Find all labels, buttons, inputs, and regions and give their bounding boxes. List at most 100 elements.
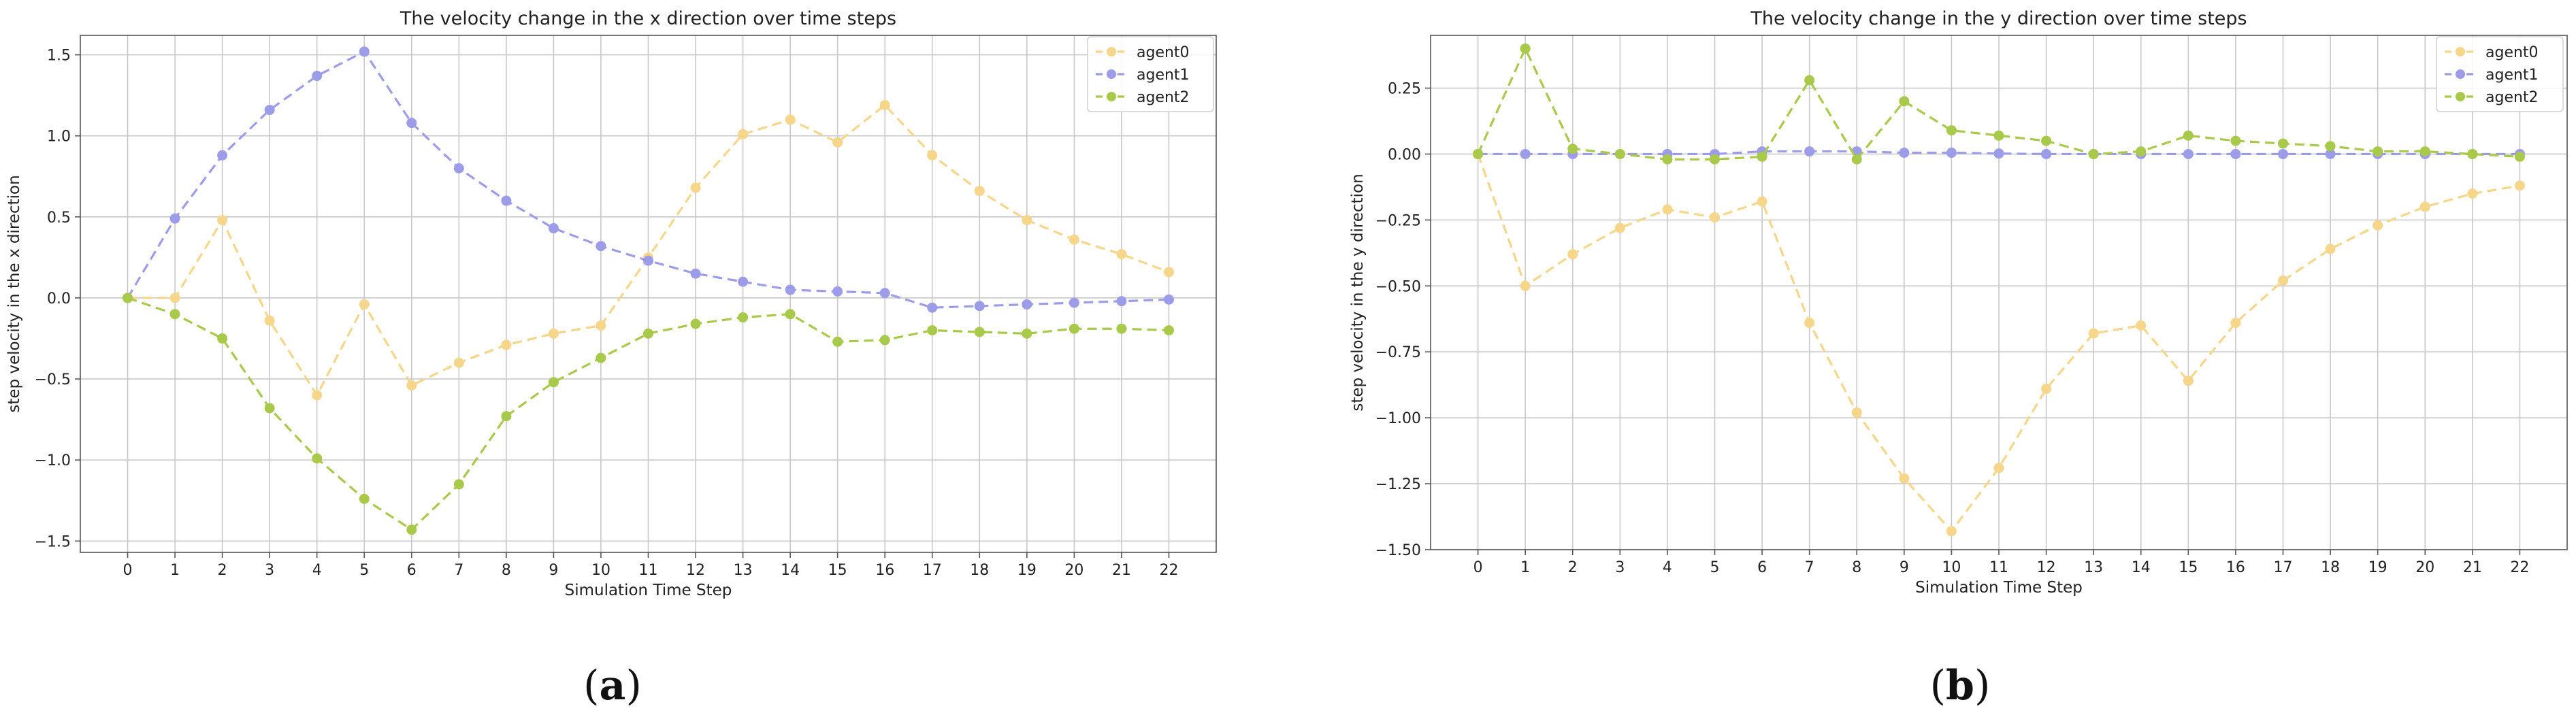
legend-box bbox=[1087, 36, 1214, 112]
y-tick-label: 0.25 bbox=[1388, 81, 1421, 98]
x-tick-label: 13 bbox=[734, 562, 753, 579]
data-point bbox=[501, 195, 512, 206]
data-point bbox=[359, 493, 370, 504]
data-point bbox=[359, 299, 370, 310]
y-tick-label: −0.75 bbox=[1375, 344, 1421, 361]
data-point bbox=[1116, 323, 1127, 334]
data-point bbox=[2514, 180, 2525, 191]
data-point bbox=[406, 524, 417, 535]
data-point bbox=[2419, 201, 2430, 212]
x-tick-label: 11 bbox=[639, 562, 658, 579]
x-tick-label: 16 bbox=[2226, 559, 2245, 576]
x-tick-label: 8 bbox=[502, 562, 511, 579]
data-point bbox=[2136, 320, 2147, 331]
chart-a: 0 1 2 3 4 5 6 7 8 9 10 11 12 13 14 15 16 17 18 19 20 21 22−1.5… bbox=[5, 8, 1217, 599]
data-point bbox=[1614, 222, 1625, 233]
data-point bbox=[974, 186, 985, 197]
legend-swatch-marker bbox=[2456, 47, 2465, 56]
data-point bbox=[1662, 204, 1673, 215]
data-point bbox=[2325, 141, 2336, 152]
data-point bbox=[217, 150, 228, 161]
data-point bbox=[1993, 463, 2004, 473]
legend-box bbox=[2436, 36, 2564, 112]
data-point bbox=[1662, 154, 1673, 165]
x-tick-label: 15 bbox=[2179, 559, 2198, 576]
legend: agent0 agent1 agent2 bbox=[1087, 36, 1214, 112]
y-tick-label: −0.5 bbox=[35, 371, 71, 388]
data-point bbox=[548, 328, 559, 339]
data-point bbox=[2514, 151, 2525, 162]
data-point bbox=[596, 320, 606, 331]
data-point bbox=[643, 328, 653, 339]
x-tick-label: 20 bbox=[1064, 562, 1083, 579]
data-point bbox=[2088, 328, 2099, 339]
data-point bbox=[927, 302, 938, 313]
data-point bbox=[690, 318, 701, 329]
data-point bbox=[264, 315, 275, 326]
x-tick-label: 5 bbox=[359, 562, 369, 579]
y-tick-label: −0.50 bbox=[1375, 278, 1421, 295]
series-line bbox=[1478, 150, 2520, 156]
data-point bbox=[785, 114, 796, 125]
y-axis-label: step velocity in the x direction bbox=[5, 175, 23, 412]
x-tick-label: 2 bbox=[1568, 559, 1578, 576]
x-tick-label: 9 bbox=[549, 562, 558, 579]
data-point bbox=[1757, 196, 1767, 207]
data-point bbox=[312, 453, 323, 464]
data-point bbox=[1804, 318, 1815, 329]
x-tick-label: 22 bbox=[2510, 559, 2529, 576]
x-tick-label: 4 bbox=[1663, 559, 1672, 576]
data-point bbox=[2183, 130, 2194, 141]
x-tick-label: 3 bbox=[1615, 559, 1625, 576]
data-point bbox=[2230, 135, 2241, 146]
data-point bbox=[2136, 146, 2147, 157]
data-point bbox=[1473, 148, 1484, 159]
x-tick-label: 10 bbox=[1942, 559, 1961, 576]
data-point bbox=[2373, 220, 2383, 231]
y-tick-label: −1.00 bbox=[1375, 410, 1421, 427]
x-axis-label: Simulation Time Step bbox=[565, 582, 732, 599]
data-point bbox=[1993, 148, 2004, 159]
data-point bbox=[927, 150, 938, 161]
data-point bbox=[501, 339, 512, 350]
legend-swatch-marker bbox=[1107, 69, 1116, 79]
data-point bbox=[2183, 376, 2194, 386]
x-tick-label: 14 bbox=[781, 562, 800, 579]
x-tick-label: 14 bbox=[2132, 559, 2151, 576]
data-point bbox=[1116, 249, 1127, 260]
y-tick-label: 0.0 bbox=[47, 290, 71, 307]
x-tick-label: 12 bbox=[2037, 559, 2056, 576]
x-tick-label: 1 bbox=[170, 562, 180, 579]
legend-swatch-marker bbox=[1107, 47, 1116, 56]
data-point bbox=[1567, 249, 1578, 260]
y-tick-label: −1.50 bbox=[1375, 542, 1421, 559]
data-point bbox=[2278, 148, 2288, 159]
data-point bbox=[2278, 276, 2288, 286]
data-point bbox=[1851, 154, 1862, 165]
data-point bbox=[1022, 299, 1032, 310]
y-tick-label: 0.00 bbox=[1388, 146, 1421, 163]
data-point bbox=[264, 105, 275, 116]
y-tick-label: −1.0 bbox=[35, 452, 71, 469]
data-point bbox=[1163, 267, 1174, 278]
data-point bbox=[974, 327, 985, 337]
x-tick-label: 20 bbox=[2415, 559, 2434, 576]
data-point bbox=[1163, 325, 1174, 336]
data-point bbox=[1520, 43, 1531, 54]
data-point bbox=[974, 301, 985, 312]
data-point bbox=[123, 293, 133, 303]
data-point bbox=[1851, 407, 1862, 418]
data-point bbox=[832, 137, 843, 148]
data-point bbox=[1899, 148, 1910, 159]
data-point bbox=[785, 309, 796, 320]
data-point bbox=[1710, 154, 1720, 165]
x-tick-label: 15 bbox=[828, 562, 847, 579]
y-tick-label: −1.5 bbox=[35, 533, 71, 550]
data-point bbox=[1899, 96, 1910, 107]
data-point bbox=[169, 213, 180, 224]
data-point bbox=[2041, 384, 2052, 395]
y-tick-label: −1.25 bbox=[1375, 476, 1421, 493]
x-tick-label: 0 bbox=[123, 562, 133, 579]
data-point bbox=[501, 411, 512, 422]
